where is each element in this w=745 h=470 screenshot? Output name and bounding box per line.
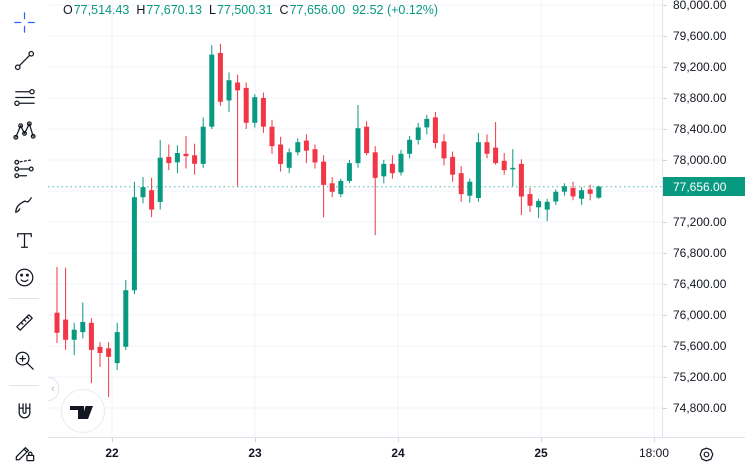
price-tick (663, 160, 667, 161)
price-tick (663, 315, 667, 316)
price-label: 76,800.00 (673, 246, 727, 260)
drawing-toolbar (0, 0, 48, 470)
ohlc-l: L77,500.31 (208, 3, 273, 17)
xabcd-pattern-icon (12, 120, 36, 140)
ohlc-h: H77,670.13 (136, 3, 202, 17)
time-label: 24 (391, 446, 405, 460)
price-tick (663, 284, 667, 285)
price-label: 75,200.00 (673, 370, 727, 384)
price-label: 77,200.00 (673, 215, 727, 229)
time-axis[interactable]: 22 23 24 25 18:00 (48, 437, 745, 470)
tool-horizontal-lines-button[interactable] (7, 80, 41, 114)
price-tick (663, 253, 667, 254)
magnet-icon (18, 402, 30, 418)
price-label: 78,400.00 (673, 122, 727, 136)
price-tick (663, 222, 667, 223)
time-tick (541, 438, 542, 442)
tool-lock-drawings-button[interactable] (7, 434, 41, 468)
price-label: 78,800.00 (673, 91, 727, 105)
emoji-icon (15, 268, 33, 286)
price-axis[interactable]: 80,000.00 79,600.00 79,200.00 78,800.00 78,4… (662, 0, 745, 437)
price-label: 78,000.00 (673, 153, 727, 167)
price-tick (663, 346, 667, 347)
price-tick (663, 377, 667, 378)
zoom-in-icon (15, 351, 34, 370)
fib-lines-icon (13, 88, 35, 106)
gear-icon[interactable] (698, 446, 715, 463)
tool-zoom-in-button[interactable] (7, 343, 41, 377)
tool-xabcd-pattern-button[interactable] (7, 114, 41, 148)
tradingview-logo-icon (61, 389, 105, 433)
time-label: 23 (248, 446, 262, 460)
candlestick-chart[interactable] (48, 0, 662, 437)
toolbar-divider (9, 385, 39, 386)
price-label: 74,800.00 (673, 401, 727, 415)
text-icon (16, 232, 32, 248)
time-tick (255, 438, 256, 442)
forecast-icon (13, 158, 34, 178)
price-tick (663, 36, 667, 37)
pencil-lock-icon (15, 446, 34, 461)
price-tick (663, 98, 667, 99)
price-label: 76,400.00 (673, 277, 727, 291)
tool-emoji-button[interactable] (7, 260, 41, 294)
tool-measure-button[interactable] (7, 305, 41, 339)
price-label: 75,600.00 (673, 339, 727, 353)
price-tick (663, 129, 667, 130)
price-tick (663, 5, 667, 6)
tool-magnet-button[interactable] (7, 395, 41, 429)
ruler-icon (15, 313, 33, 331)
toolbar-divider (9, 298, 39, 299)
price-label: 80,000.00 (673, 0, 727, 12)
ohlc-c: C77,656.00 (279, 3, 346, 17)
tool-crosshair-button[interactable] (7, 5, 41, 39)
tool-text-button[interactable] (7, 223, 41, 257)
time-tick (654, 438, 655, 442)
price-tick (663, 408, 667, 409)
brush-icon (14, 196, 32, 213)
tradingview-logo[interactable] (60, 388, 106, 434)
time-tick (112, 438, 113, 442)
price-label: 76,000.00 (673, 308, 727, 322)
chart-pane: O77,514.43 H77,670.13 L77,500.31 C77,656.00… (48, 0, 662, 437)
tool-brush-button[interactable] (7, 187, 41, 221)
ohlc-o: O77,514.43 (63, 3, 130, 17)
crosshair-icon (13, 11, 35, 33)
tool-forecast-button[interactable] (7, 151, 41, 185)
collapse-handle-glyph: ‹ (51, 383, 55, 395)
time-label: 18:00 (638, 446, 670, 460)
trend-line-icon (14, 50, 34, 70)
ohlc-legend: O77,514.43 H77,670.13 L77,500.31 C77,656.00… (63, 3, 438, 17)
last-price-label: 77,656.00 (663, 177, 745, 196)
change-value: 92.52 (+0.12%) (352, 3, 439, 17)
time-tick (398, 438, 399, 442)
tool-trend-line-button[interactable] (7, 43, 41, 77)
time-label: 22 (105, 446, 119, 460)
price-label: 79,200.00 (673, 60, 727, 74)
price-label: 79,600.00 (673, 29, 727, 43)
price-tick (663, 67, 667, 68)
time-label: 25 (534, 446, 548, 460)
